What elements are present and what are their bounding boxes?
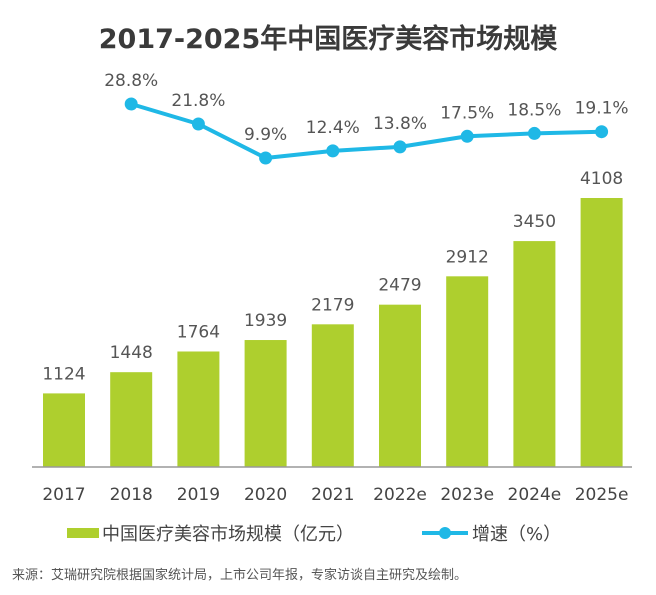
tick-2021: 2021: [311, 485, 354, 505]
bar-2019: [177, 351, 220, 467]
growth-point-2024e: [527, 126, 541, 140]
growth-point-2022e: [393, 140, 407, 154]
legend-label-market-size: 中国医疗美容市场规模（亿元）: [102, 524, 354, 545]
growth-label-2023e: 17.5%: [440, 103, 494, 123]
tick-2018: 2018: [110, 485, 153, 505]
growth-line: [130, 102, 602, 160]
bar-label-2024e: 3450: [513, 212, 556, 232]
bar-2018: [110, 372, 153, 467]
bar-label-2025e: 4108: [580, 169, 623, 189]
growth-label-2020: 9.9%: [244, 125, 287, 145]
tick-2019: 2019: [177, 485, 220, 505]
growth-label-2024e: 18.5%: [507, 100, 561, 120]
growth-line-series: [124, 97, 609, 165]
tick-2025e: 2025e: [575, 485, 629, 505]
bar-label-2020: 1939: [244, 311, 287, 331]
growth-label-2025e: 19.1%: [575, 99, 629, 119]
bar-2020: [244, 340, 287, 467]
growth-label-2022e: 13.8%: [373, 114, 427, 134]
legend-dot-swatch: [439, 527, 451, 539]
growth-point-2023e: [460, 129, 474, 143]
growth-point-2021: [326, 144, 340, 158]
tick-2020: 2020: [244, 485, 287, 505]
bar-2025e: [580, 198, 623, 467]
bar-2021: [311, 324, 354, 467]
tick-2023e: 2023e: [440, 485, 494, 505]
bar-value-labels: 1124 1448 1764 1939 2179 2479 2912 3450 4108: [42, 169, 623, 384]
source-note: 来源：艾瑞研究院根据国家统计局，上市公司年报，专家访谈自主研究及绘制。: [12, 567, 467, 583]
growth-label-2018: 28.8%: [104, 71, 158, 91]
growth-label-2019: 21.8%: [171, 91, 225, 111]
growth-point-2018: [124, 97, 138, 111]
legend-bar-swatch: [67, 528, 99, 538]
bar-series: [43, 198, 623, 467]
bar-2024e: [513, 241, 556, 467]
bar-label-2023e: 2912: [446, 247, 489, 267]
tick-2024e: 2024e: [508, 485, 562, 505]
legend: 中国医疗美容市场规模（亿元） 增速（%）: [67, 524, 561, 545]
growth-point-2025e: [595, 125, 609, 139]
growth-point-2019: [191, 117, 205, 131]
bar-2017: [43, 393, 85, 467]
tick-2017: 2017: [42, 485, 85, 505]
legend-label-growth: 增速（%）: [472, 524, 561, 545]
bar-2022e: [379, 304, 421, 467]
x-axis-ticks: 2017 2018 2019 2020 2021 2022e 2023e 2024e 2025e: [42, 485, 628, 505]
growth-label-2021: 12.4%: [306, 118, 360, 138]
tick-2022e: 2022e: [373, 485, 427, 505]
chart-title: 2017-2025年中国医疗美容市场规模: [99, 23, 558, 55]
growth-value-labels: 28.8% 21.8% 9.9% 12.4% 13.8% 17.5% 18.5% 19.1%: [104, 71, 628, 145]
bar-label-2022e: 2479: [378, 276, 421, 296]
growth-point-2020: [259, 151, 273, 165]
bar-2023e: [446, 276, 489, 467]
bar-label-2019: 1764: [177, 322, 220, 342]
bar-label-2018: 1448: [110, 343, 153, 363]
bar-label-2021: 2179: [311, 295, 354, 315]
bar-label-2017: 1124: [42, 364, 85, 384]
